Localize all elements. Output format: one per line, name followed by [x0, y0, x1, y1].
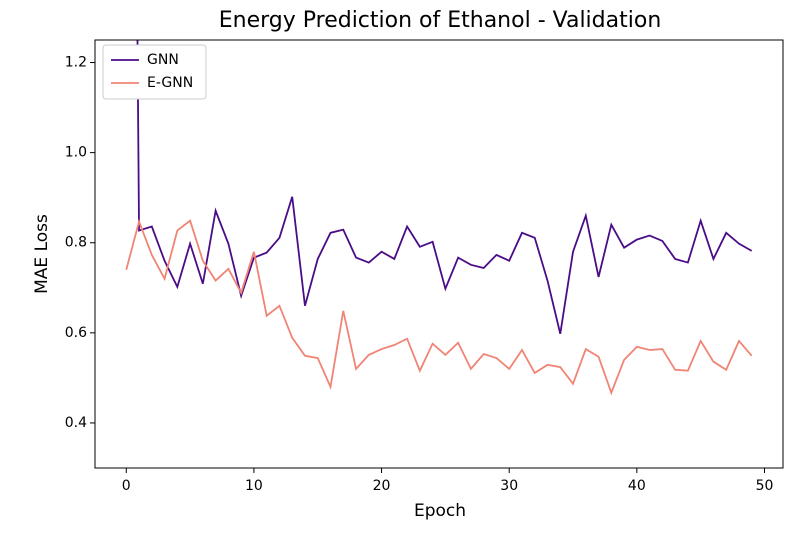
legend-label: GNN: [147, 52, 179, 68]
x-tick-label: 10: [245, 478, 263, 494]
plot-frame: [94, 39, 784, 469]
y-axis-label: MAE Loss: [32, 214, 52, 294]
plot-area: [125, 40, 753, 396]
chart-title: Energy Prediction of Ethanol - Validatio…: [219, 8, 662, 33]
x-tick-label: 20: [373, 478, 391, 494]
y-tick-label: 0.6: [65, 325, 87, 341]
line-series: [125, 218, 753, 396]
y-tick-label: 1.0: [65, 145, 87, 161]
x-tick-label: 30: [500, 478, 518, 494]
legend-box: [102, 44, 207, 100]
x-tick-label: 0: [122, 478, 131, 494]
x-tick-label: 50: [756, 478, 774, 494]
x-axis-label: Epoch: [414, 501, 466, 521]
y-tick-label: 0.4: [65, 415, 87, 431]
line-series: [136, 40, 753, 334]
x-tick-label: 40: [628, 478, 646, 494]
y-tick-label: 0.8: [65, 235, 87, 251]
legend-label: E-GNN: [147, 75, 193, 91]
y-tick-label: 1.2: [65, 55, 87, 71]
